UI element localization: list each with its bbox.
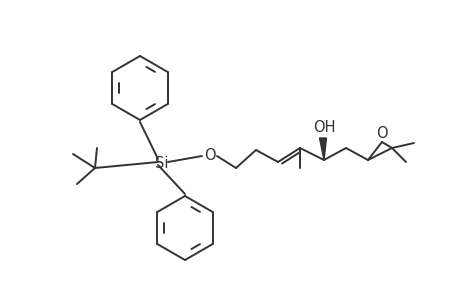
Text: O: O <box>204 148 215 163</box>
Text: Si: Si <box>155 157 168 172</box>
Polygon shape <box>319 138 326 160</box>
Text: O: O <box>375 125 387 140</box>
Text: OH: OH <box>312 121 335 136</box>
